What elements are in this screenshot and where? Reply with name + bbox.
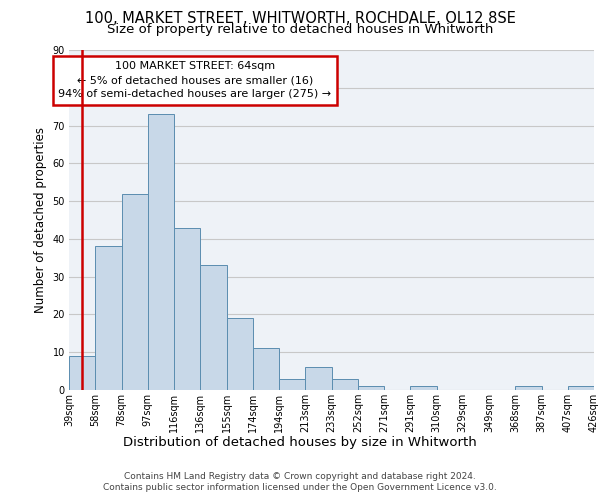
Text: 100, MARKET STREET, WHITWORTH, ROCHDALE, OL12 8SE: 100, MARKET STREET, WHITWORTH, ROCHDALE,… [85, 11, 515, 26]
Bar [279, 378, 305, 390]
Bar [95, 246, 121, 390]
Bar [331, 378, 358, 390]
Bar [148, 114, 174, 390]
Bar [358, 386, 384, 390]
Bar [69, 356, 95, 390]
Text: Distribution of detached houses by size in Whitworth: Distribution of detached houses by size … [123, 436, 477, 449]
Bar [253, 348, 279, 390]
Y-axis label: Number of detached properties: Number of detached properties [34, 127, 47, 313]
Text: 100 MARKET STREET: 64sqm
← 5% of detached houses are smaller (16)
94% of semi-de: 100 MARKET STREET: 64sqm ← 5% of detache… [58, 61, 332, 99]
Bar [515, 386, 542, 390]
Bar [121, 194, 148, 390]
Text: Contains HM Land Registry data © Crown copyright and database right 2024.
Contai: Contains HM Land Registry data © Crown c… [103, 472, 497, 492]
Bar [227, 318, 253, 390]
Bar [568, 386, 594, 390]
Bar [200, 266, 227, 390]
Bar [410, 386, 437, 390]
Bar [305, 368, 331, 390]
Text: Size of property relative to detached houses in Whitworth: Size of property relative to detached ho… [107, 22, 493, 36]
Bar [174, 228, 200, 390]
